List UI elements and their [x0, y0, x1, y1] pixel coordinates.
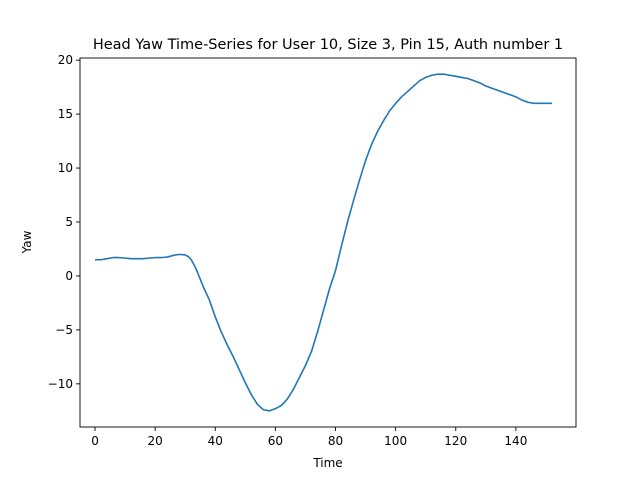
x-tick-label: 0 [91, 434, 99, 448]
y-tick-label: −10 [48, 377, 73, 391]
plot-area [95, 73, 552, 412]
y-tick-label: 20 [58, 53, 73, 67]
y-axis-label: Yaw [20, 230, 34, 254]
x-tick-label: 120 [444, 434, 467, 448]
x-tick-label: 80 [328, 434, 343, 448]
series-line-0 [95, 73, 552, 412]
chart-title: Head Yaw Time-Series for User 10, Size 3… [93, 37, 563, 53]
x-axis-label: Time [312, 456, 342, 470]
plot-frame [79, 57, 577, 428]
x-tick-label: 20 [148, 434, 163, 448]
y-tick-label: 0 [65, 269, 73, 283]
x-tick-label: 100 [384, 434, 407, 448]
y-axis: −10 −5 0 5 10 15 20 [48, 53, 80, 391]
x-tick-label: 40 [208, 434, 223, 448]
y-tick-label: 15 [58, 107, 73, 121]
y-tick-label: 10 [58, 161, 73, 175]
x-axis: 0 20 40 60 80 100 120 140 [91, 427, 527, 448]
y-tick-label: −5 [55, 323, 73, 337]
x-tick-label: 140 [504, 434, 527, 448]
x-tick-label: 60 [268, 434, 283, 448]
y-tick-label: 5 [65, 215, 73, 229]
